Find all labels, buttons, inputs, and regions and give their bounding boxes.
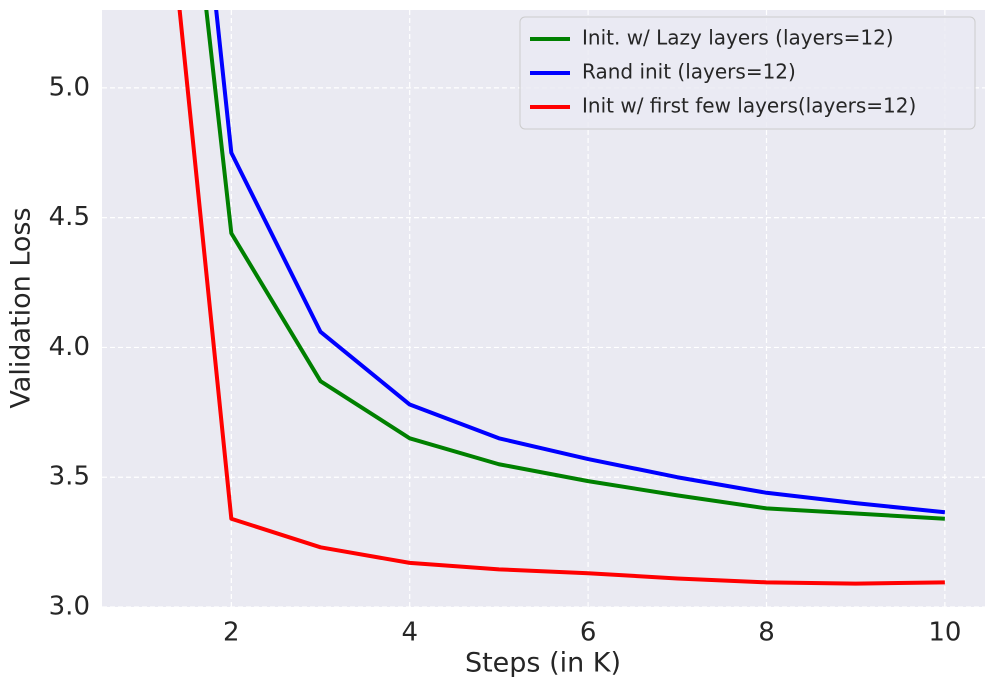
series-line — [204, 10, 945, 521]
y-tick-label: 3.0 — [49, 592, 90, 622]
x-tick-label: 10 — [928, 618, 961, 648]
y-axis-label: Validation Loss — [6, 207, 37, 408]
y-tick-label: 4.5 — [49, 202, 90, 232]
legend-label: Rand init (layers=12) — [582, 60, 796, 84]
y-tick-label: 4.0 — [49, 332, 90, 362]
x-tick-label: 2 — [223, 618, 240, 648]
lines — [177, 10, 946, 586]
y-tick-label: 5.0 — [49, 72, 90, 102]
x-tick-label: 6 — [580, 618, 597, 648]
y-tick-label: 3.5 — [49, 462, 90, 492]
x-tick-label: 4 — [401, 618, 418, 648]
series-line — [214, 10, 946, 515]
series-line — [177, 10, 945, 586]
legend-label: Init w/ first few layers(layers=12) — [582, 94, 916, 118]
labels: 3.0 3.5 4.0 4.5 5.0 2 4 6 8 10 — [49, 72, 962, 647]
x-axis-label: Steps (in K) — [465, 648, 621, 679]
x-tick-label: 8 — [758, 618, 775, 648]
legend-box — [519, 16, 976, 130]
legend: Init. w/ Lazy layers (layers=12) Rand ini… — [519, 16, 976, 130]
legend-label: Init. w/ Lazy layers (layers=12) — [582, 26, 894, 50]
